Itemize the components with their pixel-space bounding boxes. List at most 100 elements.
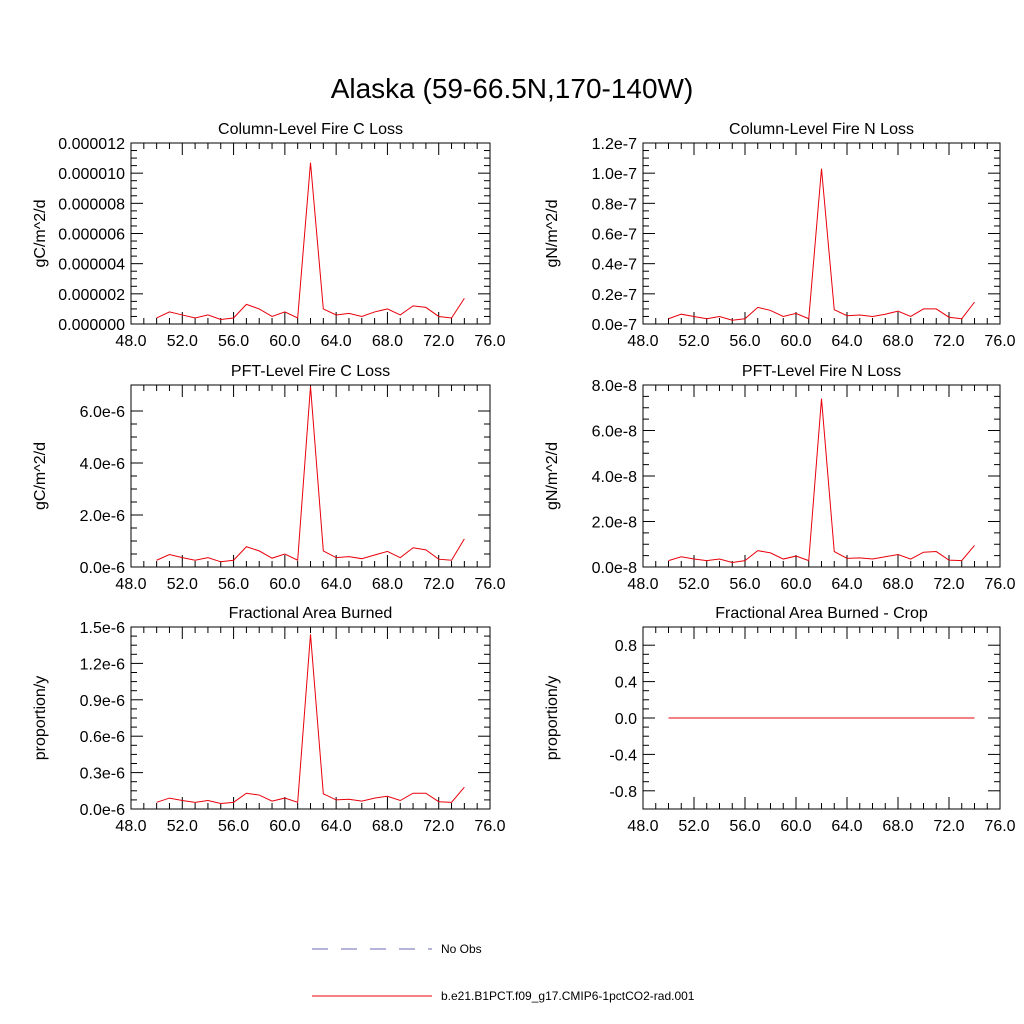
y-axis-label: proportion/y bbox=[32, 676, 49, 761]
y-tick-label: 0.000008 bbox=[58, 196, 125, 213]
y-tick-label: 0.0e-8 bbox=[592, 560, 637, 577]
x-tick-label: 72.0 bbox=[423, 576, 454, 593]
x-tick-label: 68.0 bbox=[882, 576, 913, 593]
x-tick-label: 76.0 bbox=[984, 576, 1015, 593]
x-tick-label: 52.0 bbox=[167, 333, 198, 350]
x-tick-label: 48.0 bbox=[115, 576, 146, 593]
panel-title: Column-Level Fire N Loss bbox=[729, 121, 914, 138]
x-tick-label: 52.0 bbox=[678, 576, 709, 593]
x-tick-label: 76.0 bbox=[984, 333, 1015, 350]
x-tick-label: 72.0 bbox=[423, 333, 454, 350]
panel-title: PFT-Level Fire N Loss bbox=[742, 363, 901, 380]
y-tick-label: 4.0e-8 bbox=[592, 469, 637, 486]
y-tick-label: 0.6e-7 bbox=[592, 227, 637, 244]
y-tick-label: -0.4 bbox=[609, 747, 637, 764]
x-tick-label: 64.0 bbox=[321, 333, 352, 350]
y-tick-label: 1.2e-6 bbox=[80, 656, 125, 673]
figure-title: Alaska (59-66.5N,170-140W) bbox=[331, 73, 694, 104]
x-tick-label: 56.0 bbox=[218, 576, 249, 593]
x-tick-label: 64.0 bbox=[831, 576, 862, 593]
x-tick-label: 76.0 bbox=[984, 818, 1015, 835]
panel-1: Column-Level Fire C Loss 48.0 52.0 56.0 60.0… bbox=[32, 121, 506, 350]
y-tick-label: 8.0e-8 bbox=[592, 378, 637, 395]
x-tick-label: 56.0 bbox=[729, 818, 760, 835]
x-tick-label: 60.0 bbox=[269, 576, 300, 593]
x-tick-label: 76.0 bbox=[474, 576, 505, 593]
plot-frame bbox=[130, 384, 491, 568]
x-tick-label: 64.0 bbox=[321, 576, 352, 593]
y-tick-label: 0.0e-6 bbox=[80, 802, 125, 819]
panel-title: Fractional Area Burned bbox=[229, 605, 393, 622]
x-tick-label: 68.0 bbox=[882, 333, 913, 350]
x-tick-label: 48.0 bbox=[115, 333, 146, 350]
y-tick-label: 0.3e-6 bbox=[80, 766, 125, 783]
x-tick-label: 72.0 bbox=[933, 818, 964, 835]
y-tick-label: 0.4e-7 bbox=[592, 257, 637, 274]
x-tick-label: 60.0 bbox=[269, 818, 300, 835]
x-tick-label: 64.0 bbox=[831, 818, 862, 835]
y-tick-label: 6.0e-8 bbox=[592, 424, 637, 441]
x-tick-label: 68.0 bbox=[372, 818, 403, 835]
x-tick-label: 48.0 bbox=[627, 818, 658, 835]
x-tick-label: 76.0 bbox=[474, 333, 505, 350]
y-tick-label: 1.2e-7 bbox=[592, 136, 637, 153]
x-tick-label: 52.0 bbox=[167, 576, 198, 593]
y-tick-label: 0.6e-6 bbox=[80, 729, 125, 746]
y-tick-label: 0.8e-7 bbox=[592, 196, 637, 213]
y-tick-label: 0.000004 bbox=[58, 257, 125, 274]
y-tick-label: 0.4 bbox=[615, 675, 637, 692]
x-tick-label: 56.0 bbox=[218, 333, 249, 350]
y-tick-label: 0.9e-6 bbox=[80, 693, 125, 710]
panel-title: PFT-Level Fire C Loss bbox=[231, 363, 390, 380]
legend: No Obs b.e21.B1PCT.f09_g17.CMIP6-1pctCO2… bbox=[312, 942, 695, 1003]
y-tick-label: 0.000012 bbox=[58, 136, 125, 153]
x-tick-label: 56.0 bbox=[729, 576, 760, 593]
panel-2: Column-Level Fire N Loss 48.0 52.0 56.0 60.0… bbox=[544, 121, 1016, 350]
y-tick-label: 1.5e-6 bbox=[80, 620, 125, 637]
x-tick-label: 48.0 bbox=[627, 333, 658, 350]
x-tick-label: 72.0 bbox=[423, 818, 454, 835]
y-tick-label: 0.0 bbox=[615, 711, 637, 728]
panel-title: Fractional Area Burned - Crop bbox=[715, 605, 928, 622]
y-tick-label: 0.000000 bbox=[58, 317, 125, 334]
y-tick-label: 1.0e-7 bbox=[592, 166, 637, 183]
plot-frame bbox=[642, 384, 1001, 568]
x-tick-label: 76.0 bbox=[474, 818, 505, 835]
x-tick-label: 48.0 bbox=[627, 576, 658, 593]
series-line bbox=[668, 168, 975, 321]
x-tick-label: 60.0 bbox=[780, 333, 811, 350]
y-axis-label: proportion/y bbox=[544, 676, 561, 761]
x-tick-label: 48.0 bbox=[115, 818, 146, 835]
x-tick-label: 52.0 bbox=[678, 333, 709, 350]
y-tick-label: -0.8 bbox=[609, 784, 637, 801]
panel-3: PFT-Level Fire C Loss 48.0 52.0 56.0 60.0 64.… bbox=[32, 363, 506, 593]
panel-6: Fractional Area Burned - Crop 48.0 52.0 56.… bbox=[544, 605, 1016, 835]
panel-5: Fractional Area Burned 48.0 52.0 56.0 60.0 64… bbox=[32, 605, 506, 835]
x-tick-label: 64.0 bbox=[321, 818, 352, 835]
y-tick-label: 2.0e-6 bbox=[80, 508, 125, 525]
x-tick-label: 64.0 bbox=[831, 333, 862, 350]
panels-group: Column-Level Fire C Loss 48.0 52.0 56.0 60.0… bbox=[32, 121, 1016, 835]
y-tick-label: 0.000010 bbox=[58, 166, 125, 183]
series-line bbox=[156, 162, 465, 320]
x-tick-label: 56.0 bbox=[729, 333, 760, 350]
x-tick-label: 60.0 bbox=[780, 818, 811, 835]
plot-frame bbox=[130, 142, 491, 325]
x-tick-label: 56.0 bbox=[218, 818, 249, 835]
series-line bbox=[668, 398, 975, 563]
x-tick-label: 72.0 bbox=[933, 333, 964, 350]
y-tick-label: 0.000002 bbox=[58, 287, 125, 304]
x-tick-label: 52.0 bbox=[167, 818, 198, 835]
y-axis-label: gC/m^2/d bbox=[32, 200, 49, 268]
y-tick-label: 4.0e-6 bbox=[80, 456, 125, 473]
y-tick-label: 0.000006 bbox=[58, 227, 125, 244]
panel-title: Column-Level Fire C Loss bbox=[218, 121, 403, 138]
legend-label-no-obs: No Obs bbox=[441, 942, 482, 956]
x-tick-label: 68.0 bbox=[882, 818, 913, 835]
y-tick-label: 0.8 bbox=[615, 638, 637, 655]
x-tick-label: 68.0 bbox=[372, 576, 403, 593]
plot-frame bbox=[130, 626, 491, 810]
x-tick-label: 60.0 bbox=[269, 333, 300, 350]
y-axis-label: gC/m^2/d bbox=[32, 442, 49, 510]
